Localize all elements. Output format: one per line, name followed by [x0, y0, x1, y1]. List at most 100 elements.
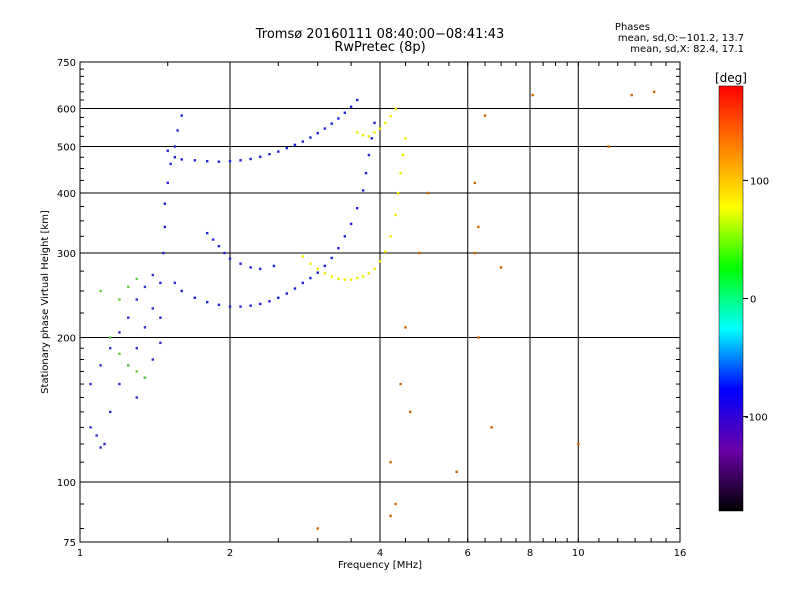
data-point: [193, 296, 197, 299]
data-point: [151, 273, 155, 277]
phase-stats-o: mean, sd,O:−101.2, 13.7: [617, 33, 744, 44]
data-point: [151, 307, 155, 310]
y-axis-ticks: 75 100 200 300 400 500 600 750: [57, 58, 680, 549]
data-point: [159, 281, 162, 285]
data-point: [259, 267, 262, 271]
data-point: [127, 364, 130, 367]
data-point: [343, 235, 347, 238]
data-point: [180, 158, 183, 161]
data-point: [301, 255, 305, 258]
data-point: [355, 276, 359, 280]
data-point: [180, 289, 183, 293]
data-point: [330, 275, 333, 278]
data-point: [330, 122, 333, 125]
data-point: [217, 303, 221, 307]
y-tick-label: 75: [63, 538, 76, 549]
data-point: [239, 159, 242, 162]
data-point: [118, 331, 121, 334]
colorbar: [718, 85, 744, 512]
data-point: [301, 140, 305, 143]
data-point: [193, 159, 197, 162]
data-point: [394, 213, 397, 217]
data-point: [323, 264, 327, 268]
data-point: [239, 262, 242, 265]
data-point: [652, 90, 656, 94]
y-axis-label: Stationary phase Virtual Height [km]: [40, 210, 51, 394]
y-tick-label: 200: [57, 334, 76, 345]
data-point: [394, 502, 397, 506]
data-point: [259, 302, 262, 306]
data-point: [135, 277, 138, 281]
data-point: [166, 181, 169, 185]
y-tick-label: 400: [57, 189, 76, 200]
data-point: [239, 305, 242, 308]
data-point: [455, 470, 458, 474]
data-point: [99, 289, 102, 293]
data-point: [473, 181, 477, 185]
x-axis-label: Frequency [MHz]: [338, 560, 422, 571]
y-tick-label: 600: [57, 105, 76, 116]
data-point: [163, 225, 167, 229]
data-point: [301, 281, 305, 285]
data-point: [373, 267, 376, 271]
data-point: [316, 271, 319, 274]
data-point: [277, 150, 280, 153]
y-tick-label: 500: [57, 143, 76, 154]
colorbar-ticks: 100 0 -100: [743, 176, 769, 424]
data-point: [118, 352, 121, 355]
data-point: [337, 277, 340, 281]
data-point: [135, 370, 138, 373]
data-point: [427, 191, 430, 195]
data-point: [607, 145, 610, 148]
data-point: [399, 382, 402, 386]
data-point: [409, 410, 412, 414]
data-point: [355, 206, 359, 210]
data-point: [159, 341, 162, 345]
colorbar-tick-label: 100: [750, 176, 769, 187]
chart-subtitle: RwPretec (8p): [334, 40, 426, 55]
data-point: [343, 278, 347, 281]
data-point: [477, 225, 480, 229]
data-point: [166, 149, 169, 152]
data-point: [364, 171, 368, 175]
x-tick-label: 10: [572, 548, 585, 559]
data-point: [389, 460, 392, 464]
data-point: [355, 98, 359, 102]
data-point: [109, 410, 112, 414]
data-point: [367, 135, 371, 138]
data-point: [367, 272, 371, 275]
data-point: [367, 153, 371, 157]
data-point: [169, 162, 172, 166]
y-tick-label: 300: [57, 249, 76, 260]
data-point: [223, 251, 226, 255]
data-point: [337, 247, 340, 250]
data-point: [361, 133, 365, 137]
x-tick-label: 6: [465, 548, 471, 559]
data-point: [323, 127, 327, 130]
data-point: [396, 191, 400, 195]
y-tick-label: 750: [57, 58, 76, 69]
phase-stats-heading: Phases: [614, 22, 650, 33]
colorbar-tick-label: -100: [745, 413, 768, 424]
data-point: [159, 316, 162, 319]
data-point: [285, 146, 288, 150]
colorbar-label: [deg]: [715, 71, 747, 85]
data-point: [389, 235, 392, 238]
data-point: [173, 145, 177, 148]
data-point: [277, 296, 280, 299]
data-point: [228, 160, 232, 163]
data-point: [531, 93, 534, 97]
data-point: [394, 107, 397, 110]
data-point: [404, 137, 407, 140]
x-tick-label: 4: [377, 548, 383, 559]
data-point: [249, 157, 252, 161]
data-point: [349, 278, 353, 281]
data-point: [370, 137, 373, 140]
data-point: [127, 285, 130, 289]
data-point: [143, 376, 147, 379]
data-point: [473, 251, 477, 255]
data-point: [143, 285, 147, 289]
x-tick-label: 8: [527, 548, 533, 559]
data-point: [118, 382, 121, 386]
